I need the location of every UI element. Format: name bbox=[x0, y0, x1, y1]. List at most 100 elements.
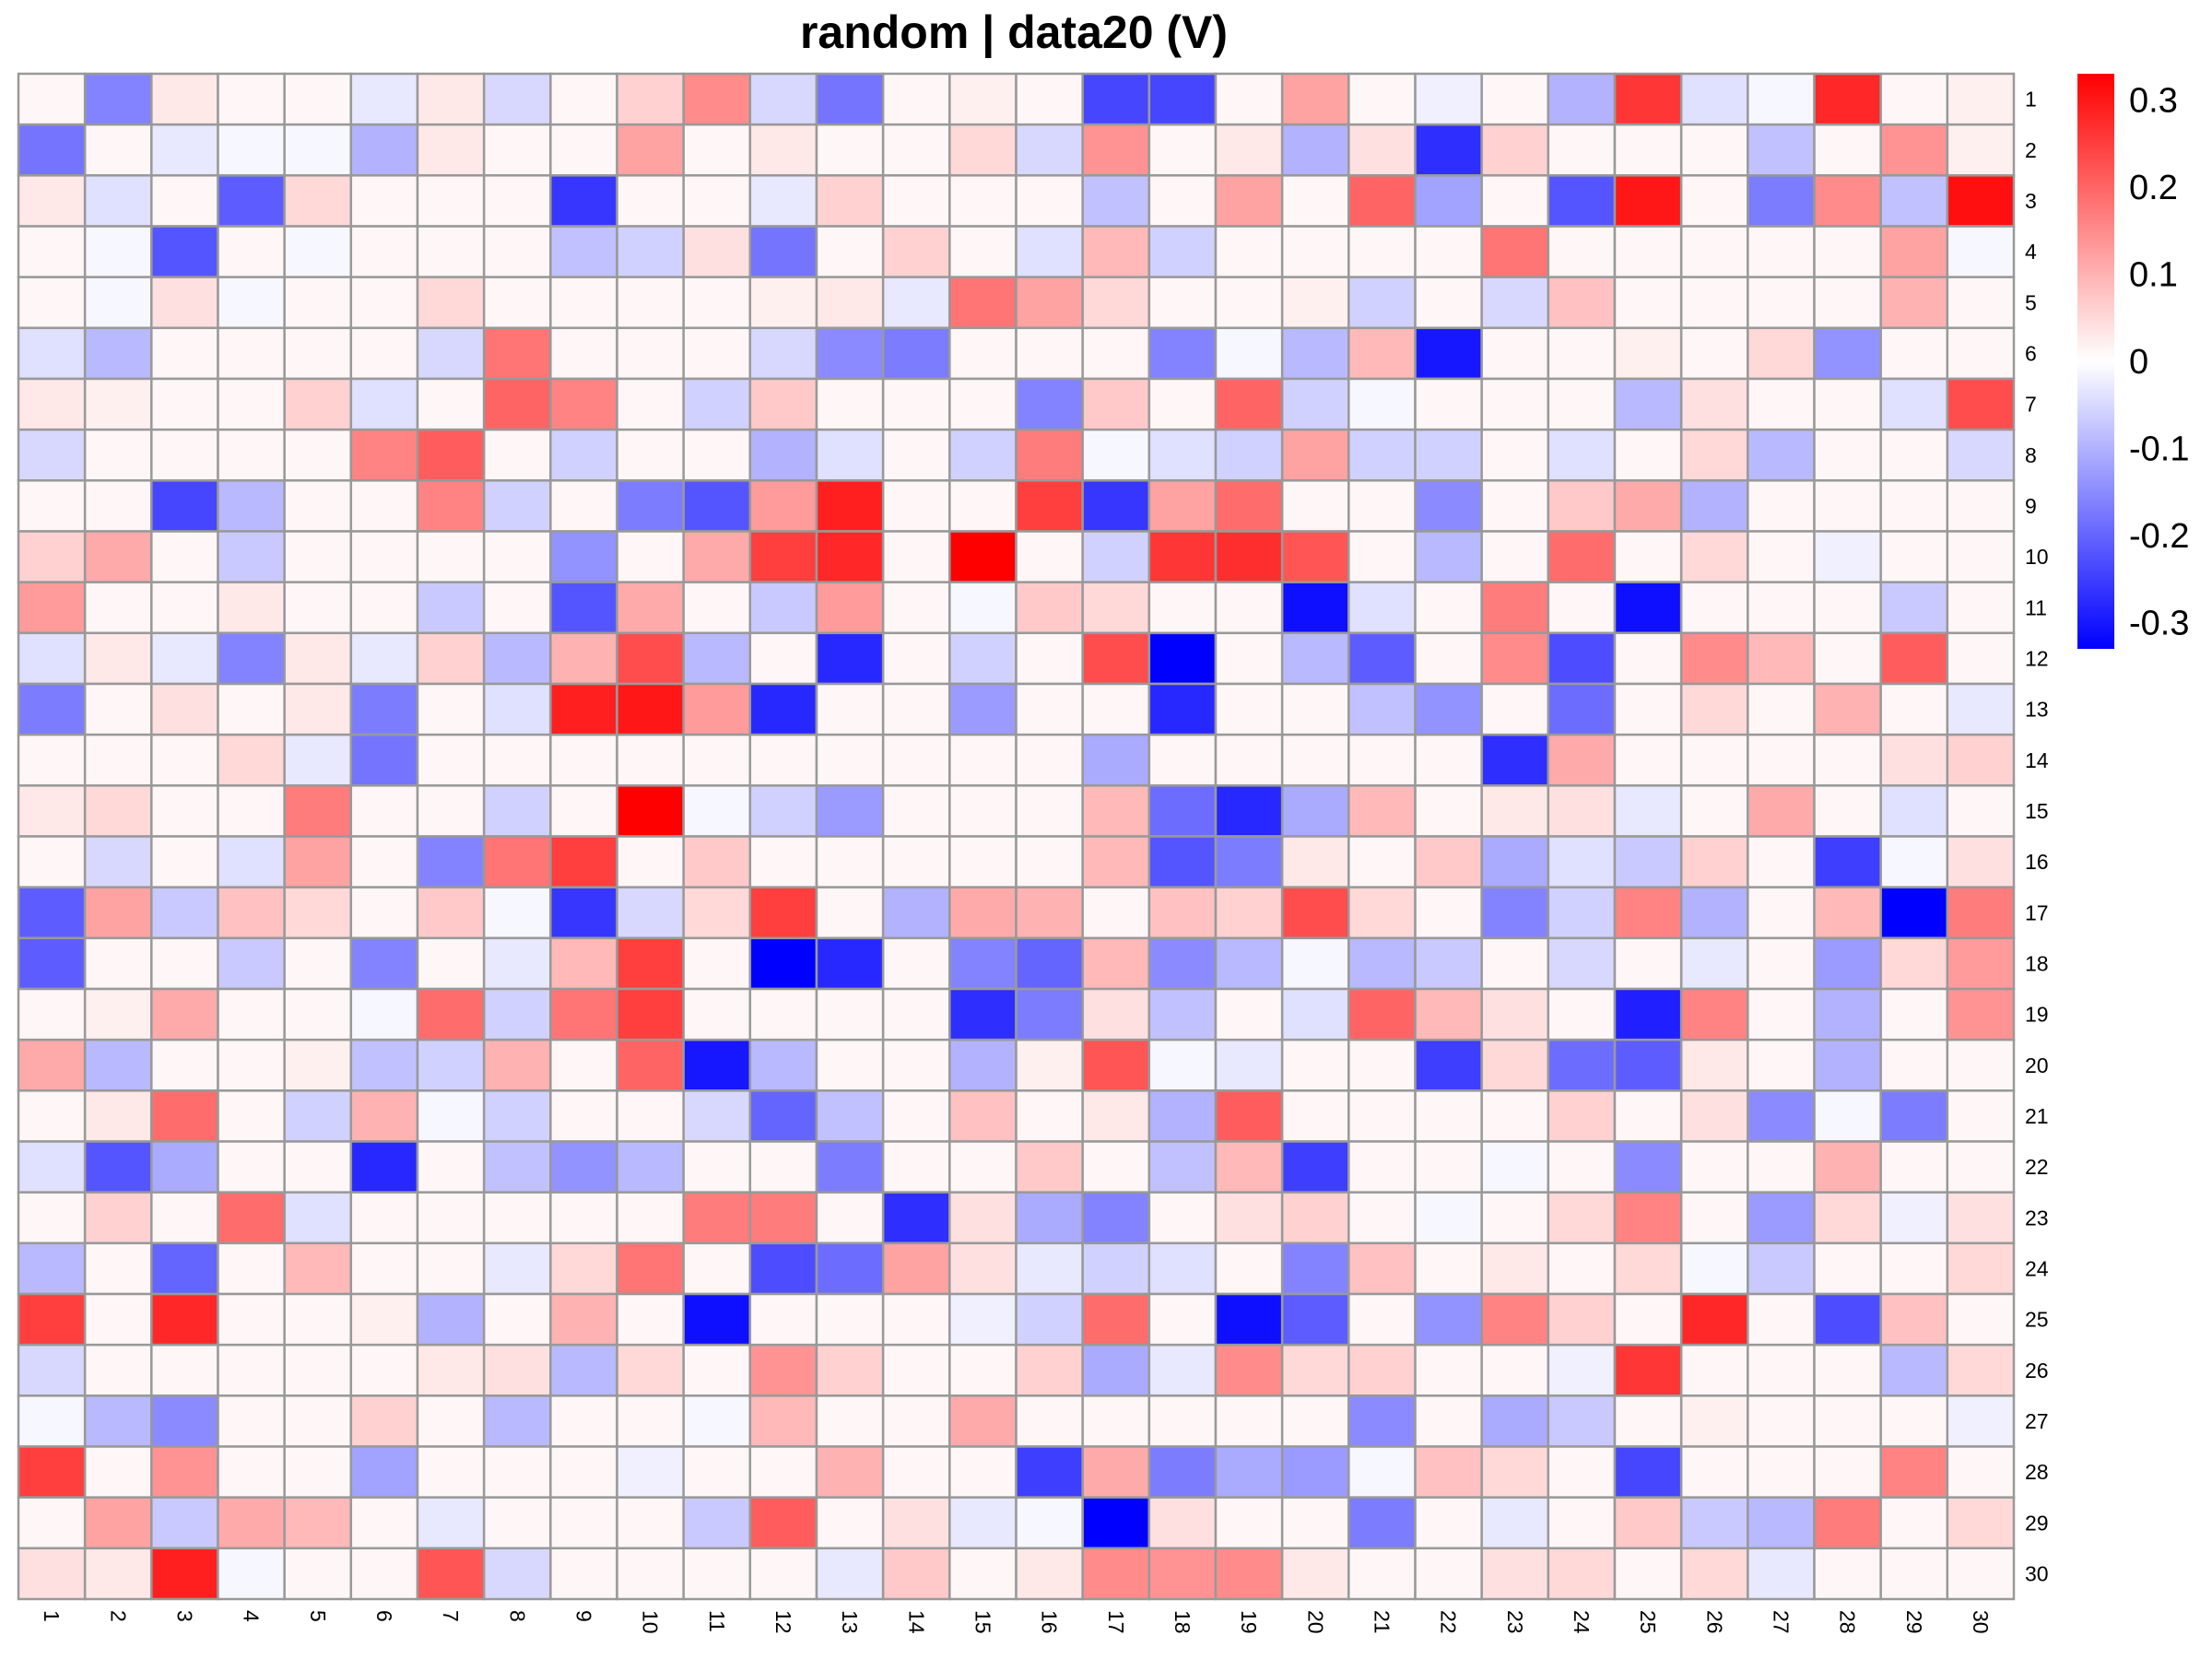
heatmap-cell bbox=[349, 530, 419, 583]
heatmap-cell bbox=[682, 682, 752, 736]
heatmap-cell bbox=[1081, 1191, 1151, 1245]
heatmap-cell bbox=[616, 987, 685, 1041]
heatmap-cell bbox=[748, 428, 818, 482]
heatmap-cell bbox=[616, 1445, 685, 1499]
heatmap-cell bbox=[1547, 733, 1617, 787]
heatmap-cell bbox=[1813, 1191, 1882, 1245]
heatmap-cell bbox=[881, 1292, 951, 1347]
heatmap-cell bbox=[815, 479, 885, 533]
heatmap-cell bbox=[1613, 631, 1683, 686]
heatmap-cell bbox=[682, 72, 752, 126]
heatmap-cell bbox=[748, 1241, 818, 1296]
heatmap-cell bbox=[217, 1191, 286, 1245]
heatmap-cell bbox=[881, 225, 951, 278]
heatmap-cell bbox=[1547, 428, 1617, 482]
heatmap-cell bbox=[1613, 479, 1683, 533]
heatmap-cell bbox=[1081, 428, 1151, 482]
heatmap-cell bbox=[482, 479, 552, 533]
heatmap-cell bbox=[283, 123, 353, 177]
heatmap-cell bbox=[283, 72, 353, 126]
heatmap-cell bbox=[1147, 682, 1218, 736]
heatmap-cell bbox=[482, 1394, 552, 1448]
heatmap-cell bbox=[881, 886, 951, 940]
heatmap-cell bbox=[1747, 784, 1816, 838]
heatmap-cell bbox=[283, 1394, 353, 1448]
heatmap-cell bbox=[217, 1038, 286, 1092]
heatmap-cell bbox=[150, 428, 219, 482]
heatmap-cell bbox=[1347, 581, 1417, 635]
heatmap-cell bbox=[1214, 225, 1284, 278]
heatmap-cell bbox=[549, 835, 618, 888]
heatmap-cell bbox=[1015, 1496, 1084, 1550]
heatmap-cell bbox=[482, 377, 552, 431]
heatmap-cell bbox=[1081, 123, 1151, 177]
heatmap-cell bbox=[748, 1394, 818, 1448]
heatmap-cell bbox=[1747, 326, 1816, 381]
heatmap-cell bbox=[1813, 377, 1882, 431]
heatmap-cell bbox=[150, 225, 219, 278]
heatmap-cell bbox=[83, 886, 153, 940]
heatmap-cell bbox=[1946, 276, 2016, 330]
heatmap-cell bbox=[881, 1089, 951, 1143]
heatmap-cell bbox=[1747, 1343, 1816, 1397]
heatmap-cell bbox=[416, 1496, 486, 1550]
heatmap-cell bbox=[1280, 479, 1350, 533]
heatmap-cell bbox=[881, 1343, 951, 1397]
heatmap-cell bbox=[1280, 276, 1350, 330]
heatmap-cell bbox=[416, 1547, 486, 1601]
heatmap-cell bbox=[1015, 428, 1084, 482]
heatmap-cell bbox=[416, 886, 486, 940]
heatmap-cell bbox=[1214, 682, 1284, 736]
heatmap-cell bbox=[1679, 530, 1749, 583]
heatmap-cell bbox=[1414, 225, 1483, 278]
legend-tick-label: 0.2 bbox=[2129, 169, 2178, 207]
heatmap-cell bbox=[1679, 377, 1749, 431]
heatmap-cell bbox=[83, 784, 153, 838]
heatmap-cell bbox=[948, 276, 1018, 330]
heatmap-cell bbox=[1613, 530, 1683, 583]
heatmap-cell bbox=[881, 835, 951, 888]
heatmap-cell bbox=[616, 1292, 685, 1347]
heatmap-cell bbox=[549, 936, 618, 991]
heatmap-cell bbox=[1813, 225, 1882, 278]
heatmap-cell bbox=[1879, 1038, 1949, 1092]
column-label: 11 bbox=[705, 1610, 729, 1632]
heatmap-cell bbox=[17, 225, 87, 278]
heatmap-cell bbox=[1081, 174, 1151, 228]
legend-tick-label: 0.3 bbox=[2129, 81, 2178, 120]
heatmap-cell bbox=[1081, 530, 1151, 583]
heatmap-cell bbox=[1679, 1241, 1749, 1296]
heatmap-cell bbox=[349, 987, 419, 1041]
heatmap-cell bbox=[1613, 1089, 1683, 1143]
heatmap-cell bbox=[1081, 1140, 1151, 1194]
heatmap-cell bbox=[881, 377, 951, 431]
heatmap-cell bbox=[1414, 530, 1483, 583]
heatmap-cell bbox=[349, 1089, 419, 1143]
heatmap-cell bbox=[1946, 225, 2016, 278]
color-legend: 0.3 0.2 0.1 0 -0.1 -0.2 -0.3 bbox=[2077, 74, 2189, 649]
heatmap-cell bbox=[1480, 1496, 1550, 1550]
heatmap-cell bbox=[682, 1241, 752, 1296]
heatmap-cell bbox=[1879, 72, 1949, 126]
heatmap-cell bbox=[682, 1140, 752, 1194]
heatmap-cell bbox=[1081, 225, 1151, 278]
heatmap-cell bbox=[416, 682, 486, 736]
heatmap-cell bbox=[1679, 682, 1749, 736]
heatmap-cell bbox=[349, 631, 419, 686]
heatmap-cell bbox=[948, 326, 1018, 381]
column-label: 20 bbox=[1303, 1610, 1327, 1634]
heatmap-cell bbox=[1480, 479, 1550, 533]
heatmap-cell bbox=[616, 326, 685, 381]
row-label: 3 bbox=[2025, 189, 2037, 213]
heatmap-cell bbox=[17, 1343, 87, 1397]
heatmap-cell bbox=[1147, 1547, 1218, 1601]
heatmap-cell bbox=[1613, 936, 1683, 991]
heatmap-cell bbox=[1081, 631, 1151, 686]
heatmap-cell bbox=[1015, 174, 1084, 228]
heatmap-cell bbox=[881, 72, 951, 126]
heatmap-cell bbox=[1480, 987, 1550, 1041]
heatmap-cell bbox=[217, 479, 286, 533]
heatmap-cell bbox=[748, 1343, 818, 1397]
heatmap-cell bbox=[616, 1191, 685, 1245]
heatmap-cell bbox=[17, 1089, 87, 1143]
